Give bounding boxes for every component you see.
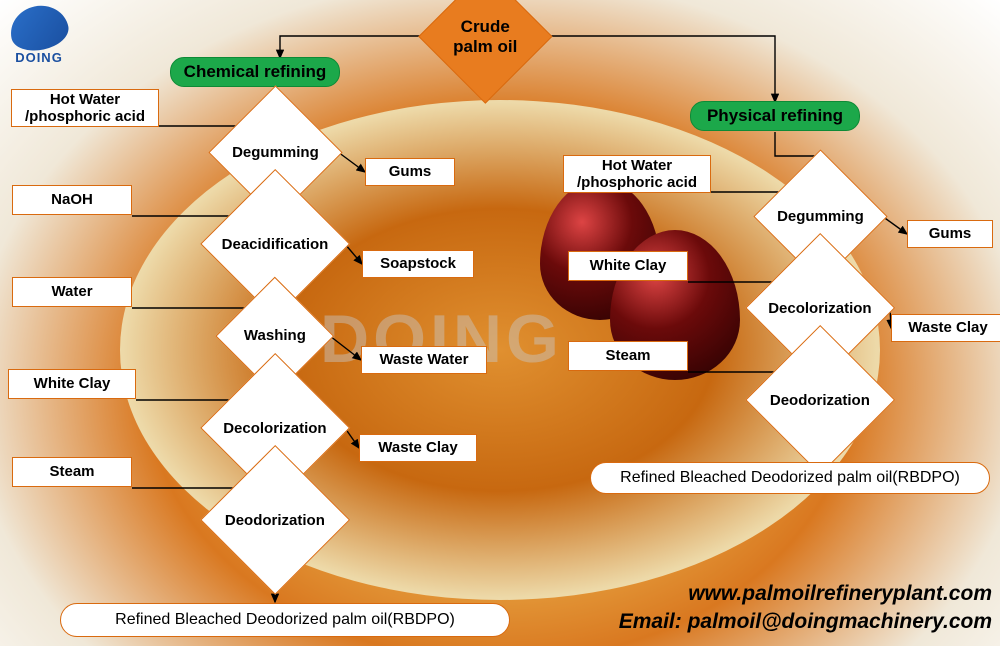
node-c_wasteclay: Waste Clay [359,434,477,462]
node-p_hotwater: Hot Water /phosphoric acid [563,155,711,193]
node-chem_hdr: Chemical refining [170,57,340,87]
node-c_result: Refined Bleached Deodorized palm oil(RBD… [60,603,510,637]
node-p_wasteclay: Waste Clay [891,314,1000,342]
node-p_result: Refined Bleached Deodorized palm oil(RBD… [590,462,990,494]
logo-text: DOING [10,50,68,65]
node-title: Crude palm oil [418,0,552,103]
node-phys_hdr: Physical refining [690,101,860,131]
node-c_clay: White Clay [8,369,136,399]
node-c_steam: Steam [12,457,132,487]
node-c_wastew: Waste Water [361,346,487,374]
node-p_clay: White Clay [568,251,688,281]
node-c_hotwater: Hot Water /phosphoric acid [11,89,159,127]
node-p_steam: Steam [568,341,688,371]
logo-icon [6,0,72,55]
node-c_water: Water [12,277,132,307]
footer-email: Email: palmoil@doingmachinery.com [619,610,992,634]
node-c_soap: Soapstock [362,250,474,278]
node-c_gums: Gums [365,158,455,186]
footer-url: www.palmoilrefineryplant.com [688,582,992,606]
node-c_naoh: NaOH [12,185,132,215]
logo: DOING [10,6,68,65]
node-p_gums: Gums [907,220,993,248]
